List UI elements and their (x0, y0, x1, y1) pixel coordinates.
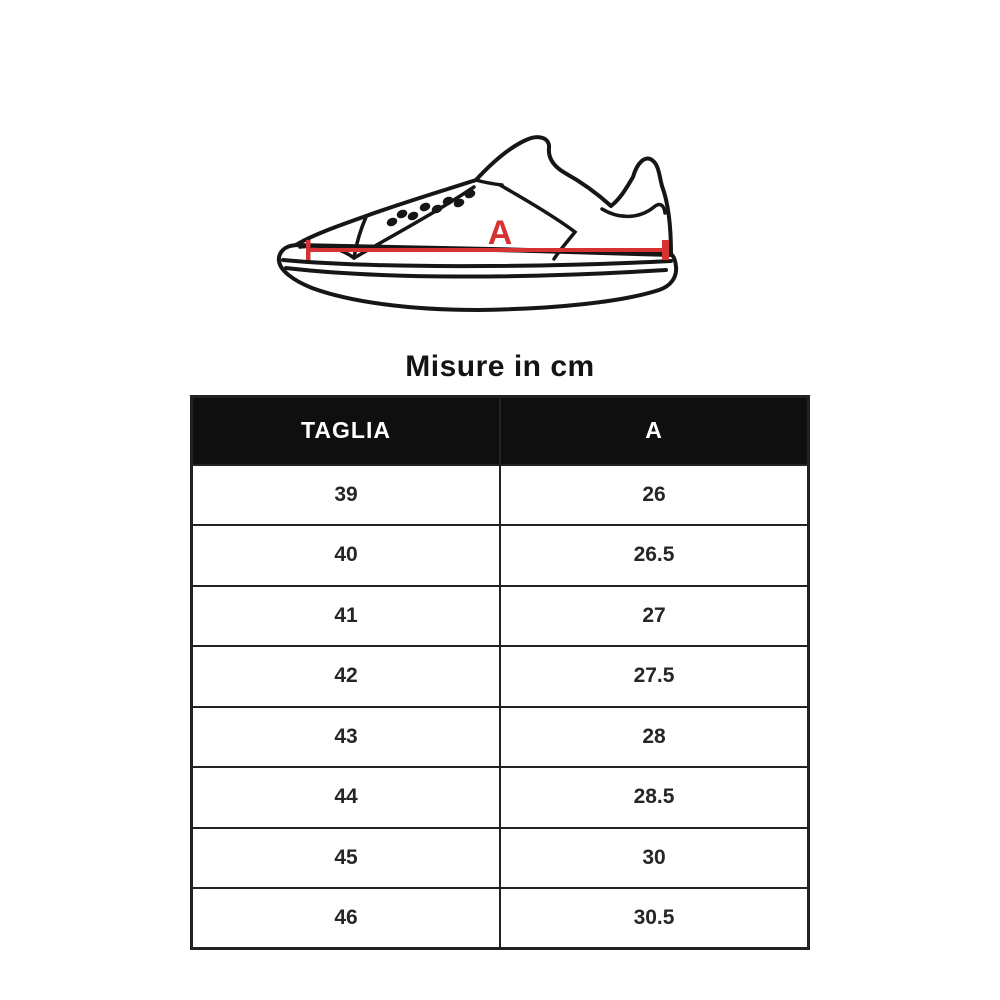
size-cell: 45 (190, 826, 501, 889)
sneaker-line-drawing: A (276, 135, 679, 312)
lace-dots (386, 189, 476, 227)
table-row: 43 28 (190, 705, 810, 768)
col-header-taglia: TAGLIA (190, 395, 501, 466)
size-cell: 46 (190, 887, 501, 950)
page-title: Misure in cm (405, 350, 595, 383)
table-row: 42 27.5 (190, 645, 810, 708)
size-cell: 39 (190, 463, 501, 526)
size-cell: 41 (190, 584, 501, 647)
measure-cell: 30.5 (499, 887, 810, 950)
table-row: 45 30 (190, 826, 810, 889)
measure-cell: 26.5 (499, 524, 810, 587)
measure-cell: 26 (499, 463, 810, 526)
col-header-a: A (499, 395, 810, 466)
measure-cell: 28.5 (499, 766, 810, 829)
shoe-upper-outline (294, 135, 673, 256)
measure-cell: 27 (499, 584, 810, 647)
size-cell: 42 (190, 645, 501, 708)
measure-cell: 30 (499, 826, 810, 889)
shoe-sole (276, 243, 679, 312)
size-table: TAGLIA A 39 26 40 26.5 41 27 42 27.5 43 … (190, 395, 810, 950)
measure-cap-right (662, 240, 669, 260)
measure-cell: 28 (499, 705, 810, 768)
table-row: 46 30.5 (190, 887, 810, 950)
table-row: 41 27 (190, 584, 810, 647)
measure-cap-left (306, 240, 311, 260)
size-cell: 44 (190, 766, 501, 829)
shoe-measurement-diagram: A (250, 105, 750, 355)
measure-label: A (488, 214, 513, 252)
measurement-annotation: A (306, 214, 669, 260)
table-row: 40 26.5 (190, 524, 810, 587)
table-header-row: TAGLIA A (190, 395, 810, 466)
size-cell: 40 (190, 524, 501, 587)
measure-cell: 27.5 (499, 645, 810, 708)
size-cell: 43 (190, 705, 501, 768)
table-row: 39 26 (190, 463, 810, 526)
table-row: 44 28.5 (190, 766, 810, 829)
